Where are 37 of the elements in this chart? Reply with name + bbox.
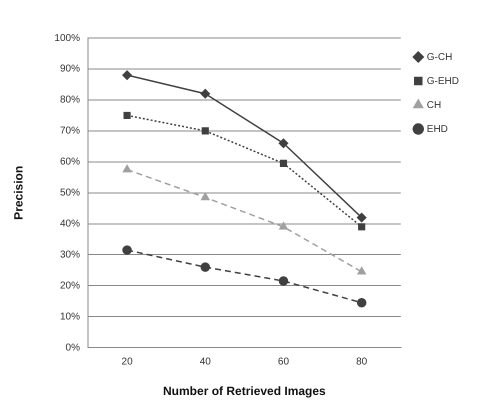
legend-label: G-EHD (426, 76, 460, 87)
point (358, 223, 366, 230)
point (200, 88, 210, 98)
x-tick-label: 20 (122, 356, 134, 368)
point (122, 245, 132, 255)
point (122, 164, 132, 172)
x-tick-label: 80 (356, 356, 368, 368)
y-tick-label: 60% (60, 156, 80, 168)
point (122, 70, 132, 80)
y-tick-label: 40% (60, 218, 80, 230)
y-tick-label: 20% (60, 280, 80, 292)
point (200, 262, 210, 272)
point (278, 276, 288, 286)
x-tick-label: 60 (278, 356, 290, 368)
point (280, 160, 288, 167)
y-tick-label: 100% (54, 32, 80, 44)
y-tick-label: 10% (60, 311, 80, 322)
y-tick-label: 0% (66, 342, 80, 354)
point (278, 138, 288, 148)
y-tick-label: 70% (60, 126, 80, 137)
legend-label: G-CH (426, 52, 452, 63)
legend-label: CH (426, 100, 442, 111)
x-axis-title: Number of Retrieved Images (163, 384, 326, 398)
point (201, 192, 210, 200)
point (356, 298, 366, 308)
y-tick-label: 80% (60, 94, 80, 106)
y-tick-label: 90% (60, 64, 80, 75)
point (357, 267, 366, 274)
legend-label: EHD (426, 124, 448, 135)
point (124, 112, 131, 119)
y-tick-label: 30% (60, 249, 80, 260)
y-tick-label: 50% (60, 188, 80, 199)
y-axis-title: Precision (12, 166, 26, 220)
x-tick-label: 40 (200, 356, 212, 368)
point (202, 127, 209, 134)
point (279, 222, 288, 230)
point (356, 212, 366, 222)
